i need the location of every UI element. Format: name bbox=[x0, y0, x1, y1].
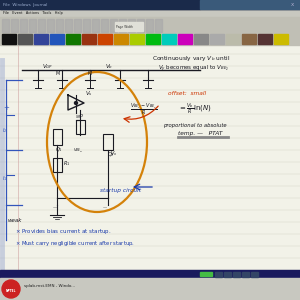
Bar bbox=[74, 19, 81, 32]
Text: startup circuit: startup circuit bbox=[100, 188, 141, 193]
Bar bbox=[34, 34, 48, 44]
Bar bbox=[178, 34, 192, 44]
Text: Continuously vary $V_b$ until: Continuously vary $V_b$ until bbox=[152, 54, 230, 63]
Bar bbox=[101, 19, 108, 32]
Bar bbox=[242, 34, 256, 44]
Bar bbox=[137, 19, 144, 32]
Bar bbox=[82, 34, 96, 44]
Bar bbox=[50, 34, 64, 44]
Bar bbox=[38, 19, 45, 32]
Bar bbox=[20, 19, 27, 32]
Bar bbox=[0, 45, 300, 278]
Circle shape bbox=[2, 280, 20, 298]
Bar bbox=[194, 34, 208, 44]
Text: weak: weak bbox=[8, 218, 22, 223]
Text: $Q_1$: $Q_1$ bbox=[55, 145, 63, 154]
Bar bbox=[53, 158, 62, 172]
Text: $V_{BE_m}$: $V_{BE_m}$ bbox=[73, 147, 83, 155]
Bar bbox=[114, 34, 128, 44]
Bar bbox=[0, 9, 300, 17]
Bar bbox=[18, 34, 32, 44]
Bar bbox=[0, 0, 200, 9]
Text: $\times$ Provides bias current at startup.: $\times$ Provides bias current at startu… bbox=[15, 227, 112, 236]
Text: splab.mst.EMN - Windo...: splab.mst.EMN - Windo... bbox=[24, 284, 75, 288]
Text: —: — bbox=[53, 205, 57, 209]
Bar bbox=[224, 272, 231, 277]
Bar bbox=[76, 120, 85, 134]
Bar bbox=[0, 270, 300, 278]
Text: $R_1$: $R_1$ bbox=[63, 159, 70, 168]
Bar bbox=[119, 19, 126, 32]
Bar bbox=[162, 34, 176, 44]
Text: $V_s$: $V_s$ bbox=[85, 89, 93, 98]
Text: x: x bbox=[290, 2, 294, 8]
Text: $I_1$: $I_1$ bbox=[2, 174, 7, 183]
Text: NPTEL: NPTEL bbox=[6, 289, 16, 292]
Text: $=\frac{V_b}{R}\ln(N)$: $=\frac{V_b}{R}\ln(N)$ bbox=[178, 102, 212, 117]
Bar bbox=[53, 129, 62, 145]
Text: temp. —   PTAT: temp. — PTAT bbox=[178, 131, 223, 136]
Bar bbox=[146, 19, 153, 32]
Bar bbox=[0, 17, 300, 45]
Bar bbox=[258, 34, 272, 44]
Bar bbox=[226, 34, 240, 44]
Circle shape bbox=[74, 101, 77, 104]
Text: File   Event   Actions   Tools   Help: File Event Actions Tools Help bbox=[3, 11, 63, 15]
Bar bbox=[103, 134, 113, 150]
Bar bbox=[0, 278, 300, 300]
Bar bbox=[115, 22, 143, 31]
Bar bbox=[210, 34, 224, 44]
Text: $V_y$ becomes equal to $V_{BE_2}$: $V_y$ becomes equal to $V_{BE_2}$ bbox=[158, 64, 229, 74]
Bar bbox=[98, 34, 112, 44]
Bar bbox=[274, 34, 288, 44]
Text: $V_b$: $V_b$ bbox=[105, 62, 113, 71]
Bar bbox=[251, 272, 258, 277]
Bar bbox=[146, 34, 160, 44]
Text: —: — bbox=[103, 205, 107, 209]
Bar bbox=[110, 19, 117, 32]
Bar bbox=[56, 19, 63, 32]
Text: $\frac{V_{BE_1}-V_{BE_2}}{R}$: $\frac{V_{BE_1}-V_{BE_2}}{R}$ bbox=[130, 102, 157, 117]
Bar bbox=[128, 19, 135, 32]
Bar bbox=[130, 34, 144, 44]
Bar bbox=[155, 19, 162, 32]
Bar bbox=[83, 19, 90, 32]
Text: $V_x$: $V_x$ bbox=[110, 149, 117, 158]
Text: M: M bbox=[88, 71, 92, 76]
Bar bbox=[0, 0, 300, 9]
Bar bbox=[2, 34, 16, 44]
Bar bbox=[200, 272, 212, 276]
Bar bbox=[47, 19, 54, 32]
Text: $I_2$: $I_2$ bbox=[2, 126, 7, 135]
Text: offset:  small: offset: small bbox=[168, 91, 206, 96]
Text: +: + bbox=[3, 105, 9, 111]
Bar bbox=[2, 19, 9, 32]
Bar bbox=[29, 19, 36, 32]
Bar bbox=[215, 272, 222, 277]
Text: $\times$ Must carry negligible current after startup.: $\times$ Must carry negligible current a… bbox=[15, 239, 135, 248]
Text: Page Width: Page Width bbox=[116, 25, 133, 29]
Bar bbox=[65, 19, 72, 32]
Bar bbox=[200, 0, 300, 9]
Bar bbox=[92, 19, 99, 32]
Text: $_{SR}$P: $_{SR}$P bbox=[75, 112, 85, 121]
Text: M: M bbox=[56, 71, 60, 76]
Text: File  Windows  Journal: File Windows Journal bbox=[3, 3, 47, 7]
Text: $Q_2$: $Q_2$ bbox=[107, 150, 115, 159]
Text: proportional to absolute: proportional to absolute bbox=[163, 123, 226, 128]
Bar bbox=[11, 19, 18, 32]
Bar bbox=[66, 34, 80, 44]
Text: $V_{GP}$: $V_{GP}$ bbox=[42, 62, 53, 71]
Bar bbox=[233, 272, 240, 277]
Bar bbox=[242, 272, 249, 277]
